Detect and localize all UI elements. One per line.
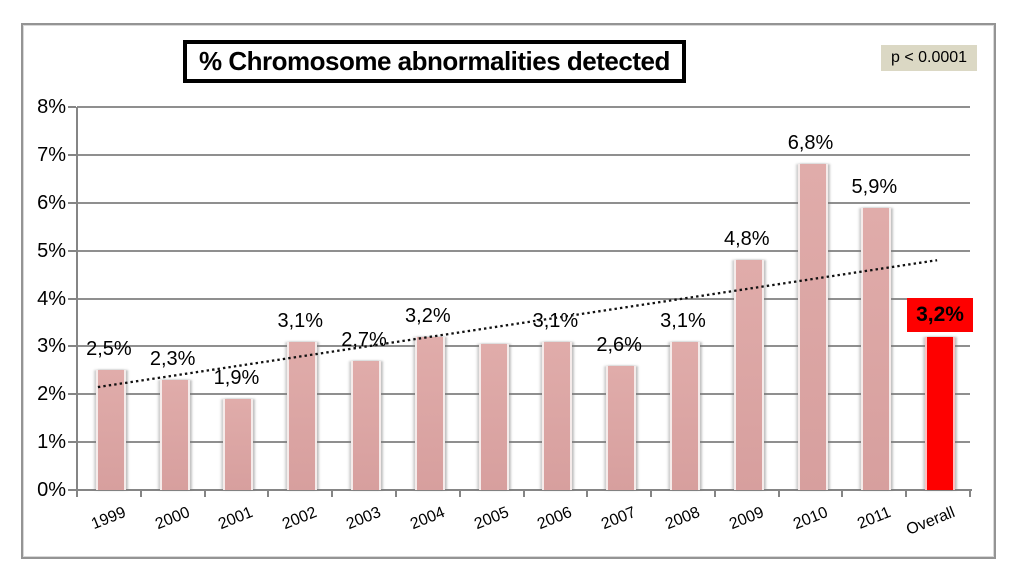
bar-2000 xyxy=(159,379,190,490)
bar-value-label: 2,7% xyxy=(341,328,387,351)
y-axis-tick-label: 0% xyxy=(37,479,66,501)
y-axis-tick xyxy=(68,249,76,252)
bar-2006 xyxy=(542,341,573,490)
x-axis-tick xyxy=(905,490,908,497)
y-axis-tick-label: 1% xyxy=(37,431,66,454)
bar-2003 xyxy=(351,360,382,490)
bar-value-label: 1,9% xyxy=(213,367,260,390)
bar-2002 xyxy=(287,341,318,490)
x-axis-tick xyxy=(969,490,971,497)
bar-overall xyxy=(925,336,956,490)
y-axis-tick xyxy=(68,106,76,108)
chart-title: % Chromosome abnormalities detected xyxy=(183,40,686,83)
x-axis-tick xyxy=(586,490,589,497)
x-axis-tick xyxy=(522,490,525,497)
y-axis-tick xyxy=(68,441,76,444)
bar-2001 xyxy=(223,399,254,490)
y-axis-tick-label: 2% xyxy=(37,383,66,406)
bar-value-label: 4,8% xyxy=(723,228,770,251)
y-axis-tick xyxy=(68,201,76,204)
bar-2004 xyxy=(414,336,445,490)
y-axis-tick-label: 5% xyxy=(37,239,66,262)
bar-value-label-overall: 3,2% xyxy=(907,297,973,332)
x-axis-tick xyxy=(331,490,334,497)
x-axis-tick xyxy=(394,490,397,497)
y-axis-tick-label: 8% xyxy=(37,96,66,118)
y-axis-tick-label: 6% xyxy=(37,191,66,214)
x-axis-tick xyxy=(777,490,780,497)
y-axis-tick-label: 4% xyxy=(37,287,66,310)
p-value-badge: p < 0.0001 xyxy=(881,45,978,71)
gridline xyxy=(77,153,970,156)
bar-value-label: 6,8% xyxy=(787,132,834,155)
x-axis-tick xyxy=(841,490,844,497)
gridline xyxy=(77,393,970,396)
bar-2010 xyxy=(797,164,828,490)
x-axis-tick xyxy=(458,490,461,497)
bar-2005 xyxy=(478,343,509,490)
bar-2009 xyxy=(733,260,764,490)
x-axis-tick xyxy=(76,490,78,497)
bar-2007 xyxy=(606,365,637,490)
gridline xyxy=(77,441,970,444)
bar-value-label: 3,1% xyxy=(532,309,579,332)
chart-outer-frame xyxy=(21,23,996,559)
gridline xyxy=(77,297,970,300)
y-axis-tick-label: 7% xyxy=(37,143,66,166)
gridline xyxy=(77,106,970,108)
gridline xyxy=(77,201,970,204)
y-axis-tick-label: 3% xyxy=(37,335,66,358)
y-axis-line xyxy=(76,107,78,490)
gridline xyxy=(77,249,970,252)
x-axis-tick xyxy=(139,490,142,497)
y-axis-tick xyxy=(68,345,76,348)
x-axis-tick xyxy=(650,490,653,497)
bar-2008 xyxy=(669,341,700,490)
y-axis-tick xyxy=(68,489,76,491)
x-axis-tick xyxy=(203,490,206,497)
y-axis-tick xyxy=(68,297,76,300)
bar-value-label: 5,9% xyxy=(851,175,898,198)
y-axis-tick xyxy=(68,393,76,396)
bar-value-label: 3,1% xyxy=(660,309,706,332)
bar-value-label: 3,2% xyxy=(405,304,451,327)
y-axis-tick xyxy=(68,153,76,156)
x-axis-tick xyxy=(713,490,716,497)
bar-2011 xyxy=(861,207,892,490)
bar-1999 xyxy=(95,370,126,490)
bar-value-label: 2,6% xyxy=(596,333,642,356)
x-axis-tick xyxy=(267,490,270,497)
